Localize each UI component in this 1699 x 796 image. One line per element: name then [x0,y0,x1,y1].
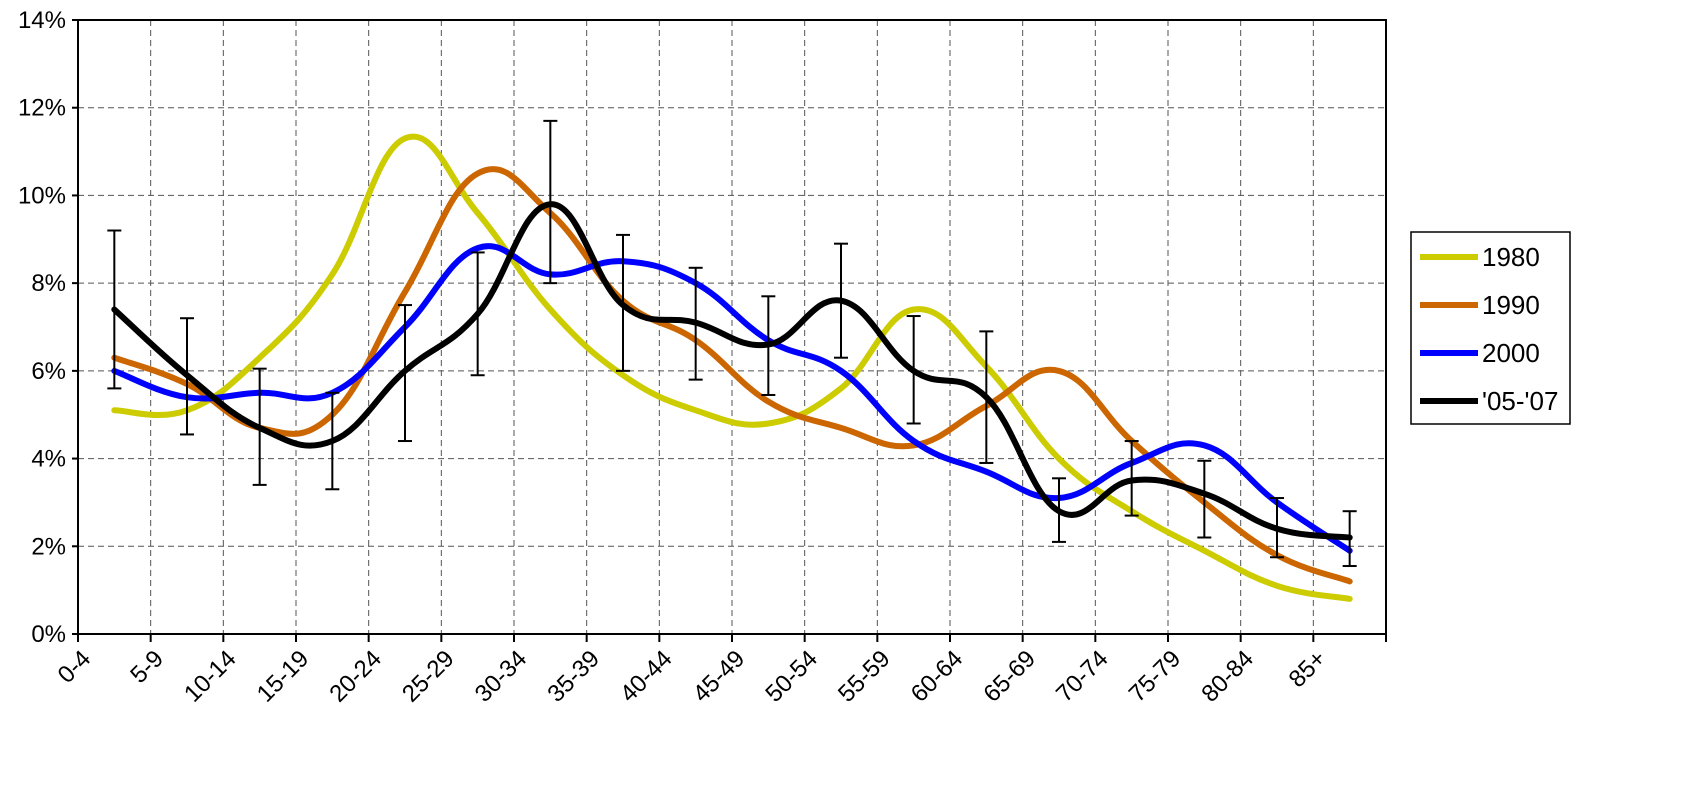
x-tick-label: 50-54 [760,645,823,708]
y-tick-label: 12% [18,95,66,122]
y-axis: 0% 2% 4% 6% 8% 10% 12% 14% [18,7,78,648]
x-tick-label: 45-49 [688,645,751,708]
y-tick-label: 6% [31,358,66,385]
x-tick-label: 85+ [1284,645,1332,693]
y-tick-label: 2% [31,533,66,560]
legend-label: 1980 [1482,242,1540,272]
x-tick-label: 65-69 [978,645,1041,708]
x-tick-label: 5-9 [125,645,169,689]
y-tick-label: 10% [18,182,66,209]
x-axis: 0-4 5-9 10-14 15-19 20-24 25-29 30-34 35-39 40-4… [53,634,1387,708]
x-tick-label: 20-24 [324,645,387,708]
legend-label: '05-'07 [1482,386,1558,416]
x-tick-label: 10-14 [179,645,242,708]
x-tick-label: 60-64 [906,645,969,708]
legend: 1980 1990 2000 '05-'07 [1410,231,1571,425]
legend-label: 1990 [1482,290,1540,320]
legend-label: 2000 [1482,338,1540,368]
x-tick-label: 15-19 [252,645,315,708]
error-bars [107,119,1357,568]
y-tick-label: 4% [31,446,66,473]
x-tick-label: 25-29 [397,645,460,708]
x-tick-label: 35-39 [542,645,605,708]
x-tick-label: 75-79 [1124,645,1187,708]
y-tick-label: 14% [18,7,66,34]
y-tick-label: 8% [31,270,66,297]
x-tick-label: 30-34 [470,645,533,708]
x-tick-label: 80-84 [1196,645,1259,708]
x-tick-label: 40-44 [615,645,678,708]
x-tick-label: 55-59 [833,645,896,708]
legend-box [1410,231,1571,425]
y-tick-label: 0% [31,621,66,648]
x-tick-label: 70-74 [1051,645,1114,708]
x-tick-label: 0-4 [53,645,97,689]
